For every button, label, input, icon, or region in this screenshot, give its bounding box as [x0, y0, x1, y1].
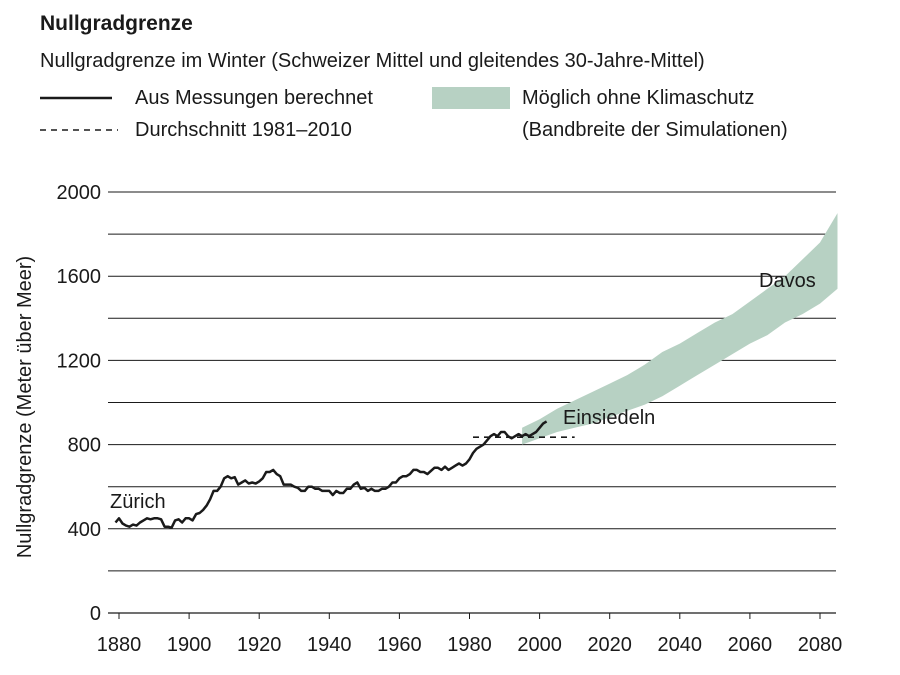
y-tick-label-1600: 1600 [57, 266, 102, 288]
y-tick-label-2000: 2000 [57, 182, 102, 204]
y-tick-label-400: 400 [68, 519, 101, 541]
x-tick-label-2020: 2020 [587, 634, 632, 656]
y-tick-label-0: 0 [90, 603, 101, 625]
annotation-einsiedeln: Einsiedeln [563, 407, 655, 429]
legend-average-label: Durchschnitt 1981–2010 [135, 119, 352, 141]
x-tick-label-1980: 1980 [447, 634, 492, 656]
x-tick-label-2040: 2040 [658, 634, 703, 656]
y-tick-label-1200: 1200 [57, 350, 102, 372]
x-tick-label-2080: 2080 [798, 634, 843, 656]
x-tick-label-1880: 1880 [97, 634, 142, 656]
x-tick-label-2060: 2060 [728, 634, 773, 656]
x-tick-label-1900: 1900 [167, 634, 212, 656]
annotation-davos: Davos [759, 270, 816, 292]
x-tick-label-2000: 2000 [517, 634, 562, 656]
annotation-zurich: Zürich [110, 491, 166, 513]
x-tick-label-1960: 1960 [377, 634, 422, 656]
legend-measured-label: Aus Messungen berechnet [135, 87, 373, 109]
measured-line [114, 420, 548, 529]
y-axis-label: Nullgradgrenze (Meter über Meer) [14, 256, 36, 558]
x-tick-label-1920: 1920 [237, 634, 282, 656]
band-area [522, 213, 838, 445]
chart-subtitle: Nullgradgrenze im Winter (Schweizer Mitt… [40, 50, 705, 72]
legend-band-note: (Bandbreite der Simulationen) [522, 119, 788, 141]
y-tick-label-800: 800 [68, 435, 101, 457]
legend-band-swatch [432, 87, 510, 109]
x-tick-label-1940: 1940 [307, 634, 352, 656]
chart-title: Nullgradgrenze [40, 12, 193, 35]
legend-band-label: Möglich ohne Klimaschutz [522, 87, 755, 109]
